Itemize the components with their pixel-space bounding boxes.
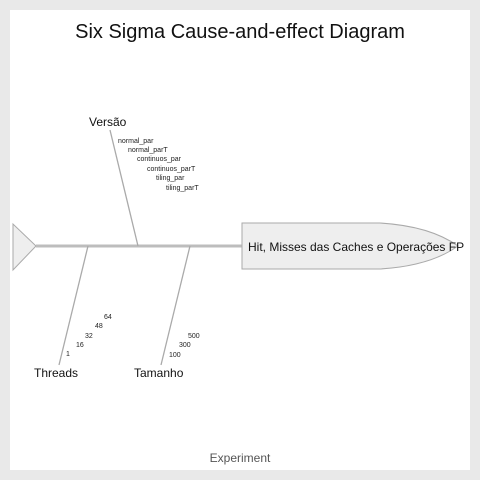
effect-label: Hit, Misses das Caches e Operações FP bbox=[248, 240, 464, 254]
cause-label: normal_parT bbox=[128, 147, 168, 154]
cause-label: normal_par bbox=[118, 138, 154, 145]
cause-label: continuos_parT bbox=[147, 166, 196, 173]
bone-threads bbox=[58, 245, 89, 366]
cause-label: 1 bbox=[66, 351, 70, 358]
category-label-tamanho: Tamanho bbox=[134, 366, 184, 380]
cause-label: 32 bbox=[85, 333, 93, 340]
cause-label: 64 bbox=[104, 314, 112, 321]
cause-label: 300 bbox=[179, 342, 191, 349]
bone-versao bbox=[109, 129, 139, 247]
fish-tail bbox=[12, 222, 37, 272]
fish-head bbox=[241, 222, 459, 270]
bone-tamanho bbox=[160, 245, 191, 366]
category-label-versao: Versão bbox=[89, 115, 127, 129]
cause-label: 48 bbox=[95, 323, 103, 330]
cause-label: 16 bbox=[76, 342, 84, 349]
cause-label: 100 bbox=[169, 352, 181, 359]
cause-label: continuos_par bbox=[137, 156, 182, 163]
footer-label: Experiment bbox=[210, 451, 271, 465]
cause-label: 500 bbox=[188, 333, 200, 340]
cause-label: tiling_par bbox=[156, 175, 185, 182]
cause-label: tiling_parT bbox=[166, 185, 199, 192]
diagram-title: Six Sigma Cause-and-effect Diagram bbox=[75, 21, 405, 43]
category-label-threads: Threads bbox=[34, 366, 78, 380]
